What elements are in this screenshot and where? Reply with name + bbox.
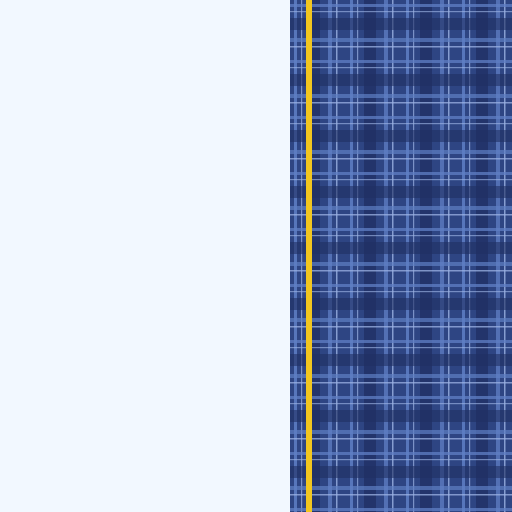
plaid-pattern (290, 0, 512, 512)
blank-panel (0, 0, 290, 512)
yellow-stripe (306, 0, 312, 512)
plaid-fill (290, 0, 512, 512)
plaid-fabric-panel (290, 0, 512, 512)
